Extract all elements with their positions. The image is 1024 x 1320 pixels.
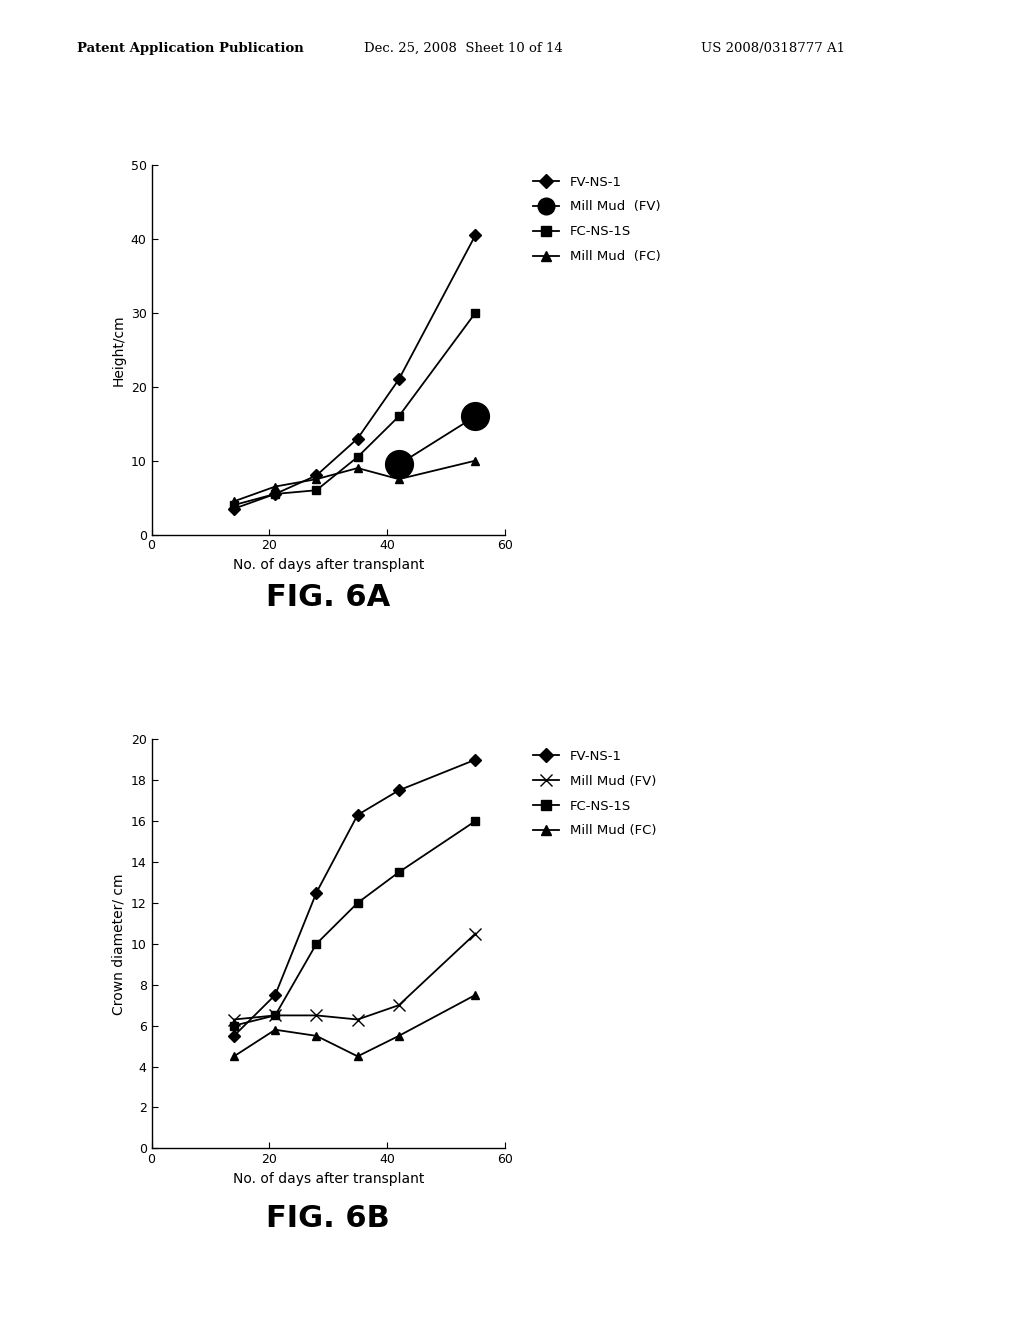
X-axis label: No. of days after transplant: No. of days after transplant bbox=[232, 1172, 424, 1185]
Y-axis label: Height/cm: Height/cm bbox=[112, 314, 125, 385]
Legend: FV-NS-1, Mill Mud  (FV), FC-NS-1S, Mill Mud  (FC): FV-NS-1, Mill Mud (FV), FC-NS-1S, Mill M… bbox=[529, 172, 665, 267]
Text: US 2008/0318777 A1: US 2008/0318777 A1 bbox=[701, 42, 846, 55]
Legend: FV-NS-1, Mill Mud (FV), FC-NS-1S, Mill Mud (FC): FV-NS-1, Mill Mud (FV), FC-NS-1S, Mill M… bbox=[529, 746, 660, 841]
Text: FIG. 6B: FIG. 6B bbox=[266, 1204, 389, 1233]
Y-axis label: Crown diameter/ cm: Crown diameter/ cm bbox=[112, 873, 125, 1015]
Text: Patent Application Publication: Patent Application Publication bbox=[77, 42, 303, 55]
Text: Dec. 25, 2008  Sheet 10 of 14: Dec. 25, 2008 Sheet 10 of 14 bbox=[364, 42, 562, 55]
X-axis label: No. of days after transplant: No. of days after transplant bbox=[232, 558, 424, 572]
Text: FIG. 6A: FIG. 6A bbox=[265, 583, 390, 612]
